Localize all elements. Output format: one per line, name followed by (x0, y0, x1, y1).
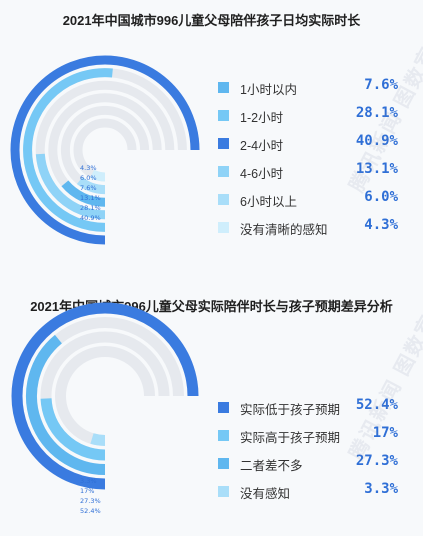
ring-bar (61, 180, 106, 207)
ring-bar (26, 334, 106, 475)
legend-item: 没有感知 3.3% (218, 478, 398, 506)
ring-bar (23, 68, 113, 232)
ring-bar (76, 176, 106, 195)
legend-value: 28.1% (355, 105, 398, 121)
ring-bar (40, 398, 106, 461)
legend-label: 实际高于孩子预期 (240, 431, 341, 445)
legend-value: 40.9% (355, 133, 398, 149)
ring-bar (11, 302, 199, 490)
legend-label: 1小时以内 (240, 83, 297, 97)
legend-swatch (218, 458, 229, 469)
ring-bar (90, 169, 106, 182)
ring-value-label: 27.3% (80, 497, 101, 505)
legend-value: 6.0% (364, 189, 398, 205)
radial-bar-chart: 3.3% 17% 27.3% 52.4% (11, 302, 199, 515)
legend-value: 52.4% (355, 397, 398, 413)
legend-item: 实际高于孩子预期 17% (218, 422, 398, 450)
legend-value: 27.3% (355, 453, 398, 469)
legend-label: 1-2小时 (240, 111, 284, 125)
legend-value: 4.3% (364, 217, 398, 233)
legend-label: 二者差不多 (240, 459, 303, 473)
legend-item: 6小时以上 6.0% (218, 186, 398, 214)
ring-value-label: 52.4% (80, 507, 101, 515)
legend-swatch (218, 82, 229, 93)
legend-swatch (218, 166, 229, 177)
ring-bar (10, 55, 200, 245)
legend-value: 17% (372, 425, 398, 441)
chart-title: 2021年中国城市996儿童父母陪伴孩子日均实际时长 (62, 13, 361, 28)
legend-item: 没有清晰的感知 4.3% (218, 214, 398, 242)
ring-value-label: 6.0% (80, 174, 97, 182)
ring-value-label: 4.3% (80, 164, 97, 172)
chart-panel-expectation-gap: 2021年中国城市996儿童父母实际陪伴时长与孩子预期差异分析 3.3% 17% 2… (0, 268, 423, 536)
ring-track (60, 105, 150, 195)
legend-label: 4-6小时 (240, 167, 284, 181)
ring-value-label: 7.6% (80, 184, 97, 192)
chart-panel-daily-time: 2021年中国城市996儿童父母陪伴孩子日均实际时长 4.3% 6.0% 7.6% 1… (10, 13, 423, 245)
legend-label: 没有感知 (240, 487, 291, 501)
legend-label: 2-4小时 (240, 139, 284, 153)
legend-swatch (218, 222, 229, 233)
legend-swatch (218, 110, 229, 121)
radial-bar-chart: 4.3% 6.0% 7.6% 13.1% 28.1% 40.9% (10, 55, 200, 245)
legend-swatch (218, 194, 229, 205)
legend-label: 实际低于孩子预期 (240, 403, 341, 417)
legend-swatch (218, 402, 229, 413)
legend-label: 没有清晰的感知 (240, 223, 328, 237)
ring-bar (90, 433, 106, 446)
legend: 1小时以内 7.6% 1-2小时 28.1% 2-4小时 40.9% 4-6小时… (218, 74, 398, 242)
ring-value-label: 13.1% (80, 194, 101, 202)
ring-value-label: 3.3% (80, 477, 97, 485)
legend-item: 1小时以内 7.6% (218, 74, 398, 102)
legend-value: 3.3% (364, 481, 398, 497)
legend-swatch (218, 486, 229, 497)
ring-track (73, 118, 137, 182)
legend-item: 2-4小时 40.9% (218, 130, 398, 158)
ring-value-label: 40.9% (80, 214, 101, 222)
legend-label: 6小时以上 (240, 195, 297, 209)
legend-swatch (218, 430, 229, 441)
legend-value: 7.6% (364, 77, 398, 93)
legend-item: 二者差不多 27.3% (218, 450, 398, 478)
ring-value-label: 17% (80, 487, 94, 495)
legend-item: 实际低于孩子预期 52.4% (218, 394, 398, 422)
legend-swatch (218, 138, 229, 149)
legend-item: 1-2小时 28.1% (218, 102, 398, 130)
ring-bar (35, 153, 106, 220)
ring-track (55, 346, 155, 446)
legend-item: 4-6小时 13.1% (218, 158, 398, 186)
legend: 实际低于孩子预期 52.4% 实际高于孩子预期 17% 二者差不多 27.3% … (218, 394, 398, 506)
ring-value-label: 28.1% (80, 204, 101, 212)
legend-value: 13.1% (355, 161, 398, 177)
